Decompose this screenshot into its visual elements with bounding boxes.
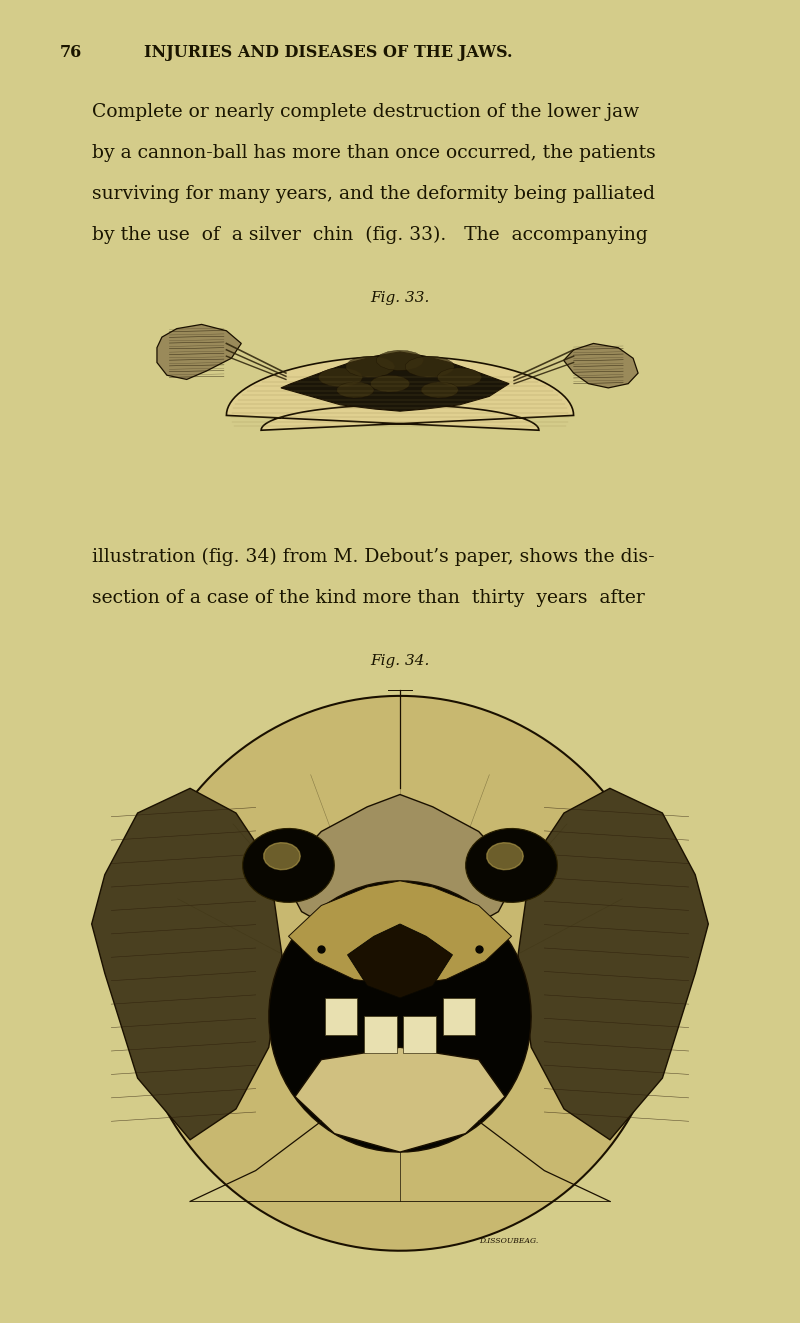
Polygon shape (346, 356, 395, 377)
Text: Fig. 34.: Fig. 34. (370, 654, 430, 668)
Polygon shape (347, 923, 453, 998)
Polygon shape (377, 351, 424, 370)
Text: D.ISSOUBEAG.: D.ISSOUBEAG. (478, 1237, 538, 1245)
Text: 76: 76 (60, 44, 82, 61)
Polygon shape (264, 843, 300, 869)
Polygon shape (422, 382, 458, 398)
Polygon shape (564, 344, 638, 388)
Text: illustration (fig. 34) from M. Debout’s paper, shows the dis-: illustration (fig. 34) from M. Debout’s … (92, 548, 654, 566)
Polygon shape (325, 998, 358, 1035)
Polygon shape (442, 998, 475, 1035)
Polygon shape (438, 368, 482, 386)
Text: by the use  of  a silver  chin  (fig. 33).   The  accompanying: by the use of a silver chin (fig. 33). T… (92, 226, 648, 245)
Text: by a cannon-ball has more than once occurred, the patients: by a cannon-ball has more than once occu… (92, 144, 656, 163)
Text: Complete or nearly complete destruction of the lower jaw: Complete or nearly complete destruction … (92, 103, 639, 122)
Polygon shape (364, 1016, 397, 1053)
Polygon shape (282, 795, 518, 949)
Polygon shape (269, 881, 531, 1152)
Polygon shape (242, 828, 334, 902)
Polygon shape (403, 1016, 436, 1053)
Polygon shape (466, 828, 558, 902)
Polygon shape (370, 376, 410, 392)
Text: INJURIES AND DISEASES OF THE JAWS.: INJURIES AND DISEASES OF THE JAWS. (144, 44, 513, 61)
Polygon shape (518, 789, 708, 1139)
Text: Fig. 33.: Fig. 33. (370, 291, 430, 306)
Text: section of a case of the kind more than  thirty  years  after: section of a case of the kind more than … (92, 589, 645, 607)
Text: surviving for many years, and the deformity being palliated: surviving for many years, and the deform… (92, 185, 655, 204)
Polygon shape (318, 368, 363, 386)
Polygon shape (487, 843, 523, 869)
Polygon shape (226, 356, 574, 430)
Polygon shape (157, 324, 242, 380)
Polygon shape (295, 1048, 505, 1152)
Polygon shape (92, 789, 282, 1139)
Polygon shape (131, 696, 669, 1250)
Polygon shape (337, 382, 374, 398)
Polygon shape (406, 356, 454, 377)
Polygon shape (289, 881, 511, 986)
Polygon shape (281, 352, 509, 411)
